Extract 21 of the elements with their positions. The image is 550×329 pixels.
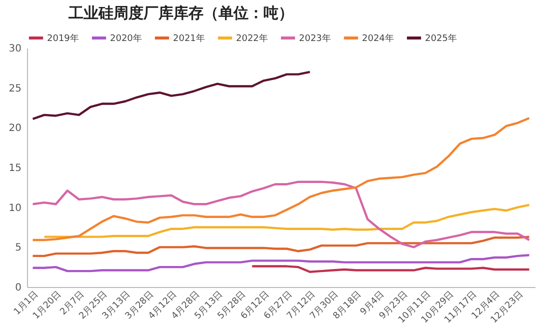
legend-label: 2022年 xyxy=(236,33,268,44)
y-tick-label: 0 xyxy=(15,282,22,294)
line-series xyxy=(32,70,311,120)
line-series xyxy=(32,236,530,258)
y-tick-label: 5 xyxy=(15,242,22,254)
legend-label: 2025年 xyxy=(425,33,457,44)
chart-title: 工业硅周度厂库库存（单位：吨） xyxy=(67,4,294,22)
legend-label: 2023年 xyxy=(299,33,331,44)
legend-label: 2020年 xyxy=(110,33,142,44)
y-tick-label: 20 xyxy=(8,123,22,134)
legend-label: 2024年 xyxy=(362,33,394,44)
y-tick-label: 30 xyxy=(8,44,22,54)
line-series xyxy=(43,204,530,238)
legend-label: 2019年 xyxy=(47,33,79,44)
y-tick-label: 25 xyxy=(8,83,22,94)
legend-label: 2021年 xyxy=(173,33,205,44)
line-series xyxy=(32,254,530,272)
y-tick-label: 10 xyxy=(8,202,22,214)
line-series xyxy=(32,117,530,242)
line-series xyxy=(32,180,530,248)
y-tick-label: 15 xyxy=(8,163,22,174)
